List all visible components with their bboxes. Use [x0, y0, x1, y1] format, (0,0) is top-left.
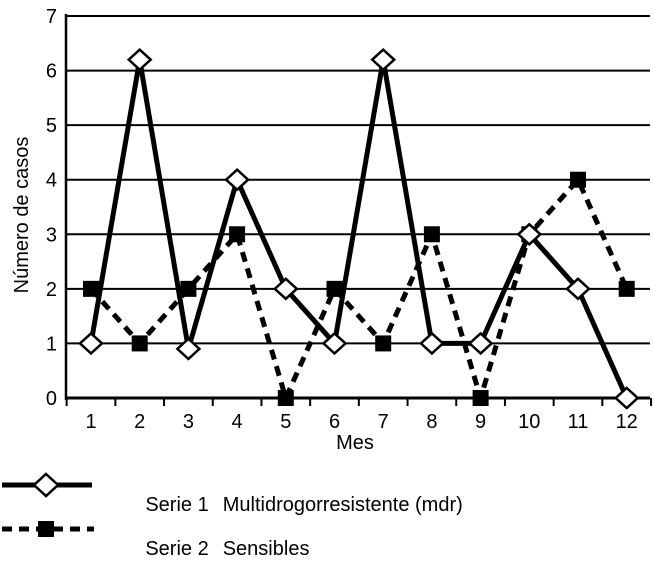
series-2-point: [472, 390, 489, 406]
y-tick-label: 2: [46, 279, 57, 301]
legend-item-series-2: Serie 2 Sensibles: [0, 507, 654, 560]
legend-series-2-id: Serie 2: [145, 538, 209, 560]
legend-swatch-series-2: [2, 521, 94, 537]
y-axis-title: Número de casos: [11, 137, 33, 294]
x-axis-title: Mes: [336, 432, 374, 454]
series-2-point: [180, 280, 197, 297]
y-tick-label: 1: [46, 333, 57, 355]
series-1-point: [78, 331, 104, 356]
x-tick-label: 6: [329, 411, 340, 433]
series-markers: [78, 47, 640, 410]
legend-series-1-id: Serie 1: [145, 494, 209, 516]
y-tick-label: 5: [46, 115, 57, 137]
y-tick-label: 0: [46, 388, 57, 410]
series-2-point: [423, 226, 440, 243]
legend-item-series-1: Serie 1 Multidrogorresistente (mdr): [0, 463, 654, 516]
x-tick-label: 1: [85, 411, 96, 433]
legend-series-2-desc: Sensibles: [222, 538, 310, 560]
series-1-point: [565, 277, 591, 301]
x-tick-label: 10: [518, 411, 540, 433]
series-2-point: [570, 171, 586, 188]
series-1-point: [370, 47, 397, 72]
grid-lines: [66, 15, 650, 345]
series-lines: [88, 59, 629, 407]
series-1-point: [175, 337, 202, 361]
series-1-point: [224, 168, 250, 192]
x-tick-label: 5: [280, 411, 291, 433]
x-tick-label: 2: [134, 411, 145, 433]
x-tick-label: 9: [475, 411, 486, 433]
series-line-1: [88, 59, 629, 400]
series-2-point: [277, 390, 294, 406]
series-1-point: [467, 331, 494, 356]
series-2-point: [375, 335, 392, 352]
series-2-point: [618, 280, 635, 297]
legend: Serie 1 Multidrogorresistente (mdr) Serie…: [0, 463, 654, 560]
series-1-point: [321, 331, 348, 356]
y-tick-label: 3: [46, 224, 57, 246]
series-1-point: [613, 386, 640, 410]
axes: [64, 14, 653, 406]
series-1-point: [126, 47, 153, 72]
legend-swatch-series-1: [2, 472, 92, 498]
series-2-point: [229, 226, 246, 243]
series-line-2: [89, 175, 629, 407]
series-2-point: [131, 335, 148, 352]
series-1-point: [419, 331, 445, 356]
series-2-point: [326, 280, 343, 297]
series-1-point: [516, 222, 543, 246]
x-tick-label: 11: [568, 411, 589, 433]
x-tick-label: 7: [378, 411, 389, 433]
series-1-point: [272, 277, 299, 301]
x-tick-label: 8: [426, 411, 437, 433]
y-tick-label: 6: [46, 61, 57, 83]
y-tick-label: 4: [46, 170, 57, 192]
series-2-point: [83, 280, 99, 297]
legend-series-1-desc: Multidrogorresistente (mdr): [222, 494, 463, 516]
x-tick-label: 3: [183, 411, 194, 433]
y-tick-label: 7: [46, 6, 57, 28]
x-tick-label: 4: [232, 411, 243, 433]
x-tick-label: 12: [616, 411, 638, 433]
